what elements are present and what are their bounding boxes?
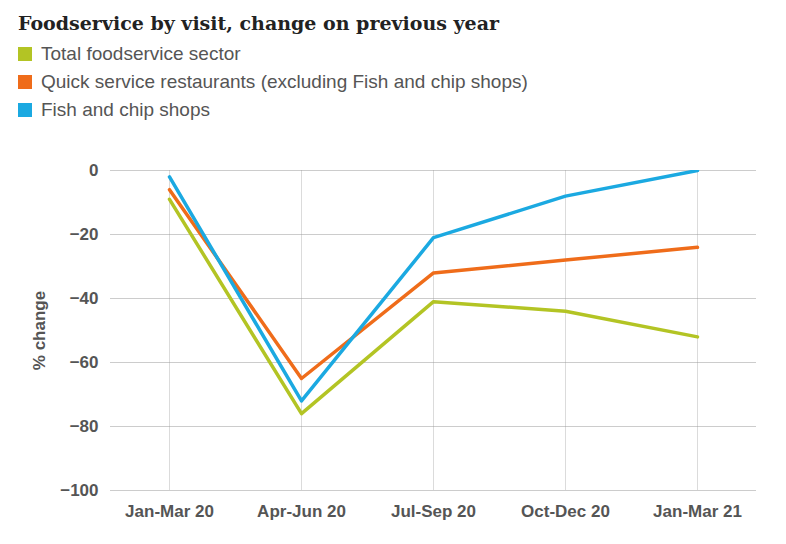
svg-text:−100: −100: [60, 481, 98, 500]
svg-text:Jan-Mar 20: Jan-Mar 20: [125, 502, 214, 521]
svg-text:−20: −20: [70, 225, 99, 244]
html-text:Total foodservice sector: Total foodservice sector: [41, 43, 241, 64]
svg-text:−80: −80: [70, 417, 99, 436]
svg-text:Oct-Dec 20: Oct-Dec 20: [521, 502, 610, 521]
html-text:Foodservice by visit, change o: Foodservice by visit, change on previous…: [18, 12, 499, 34]
svg-text:Jan-Mar 21: Jan-Mar 21: [653, 502, 742, 521]
svg-text:−40: −40: [70, 289, 99, 308]
html-text:Quick service restaurants (exc: Quick service restaurants (excluding Fis…: [41, 71, 528, 92]
svg-text:% change: % change: [30, 291, 49, 370]
html-text:Fish and chip shops: Fish and chip shops: [41, 99, 210, 120]
svg-text:0: 0: [89, 161, 98, 180]
svg-text:−60: −60: [70, 353, 99, 372]
svg-text:Apr-Jun 20: Apr-Jun 20: [257, 502, 346, 521]
svg-text:Jul-Sep 20: Jul-Sep 20: [391, 502, 476, 521]
